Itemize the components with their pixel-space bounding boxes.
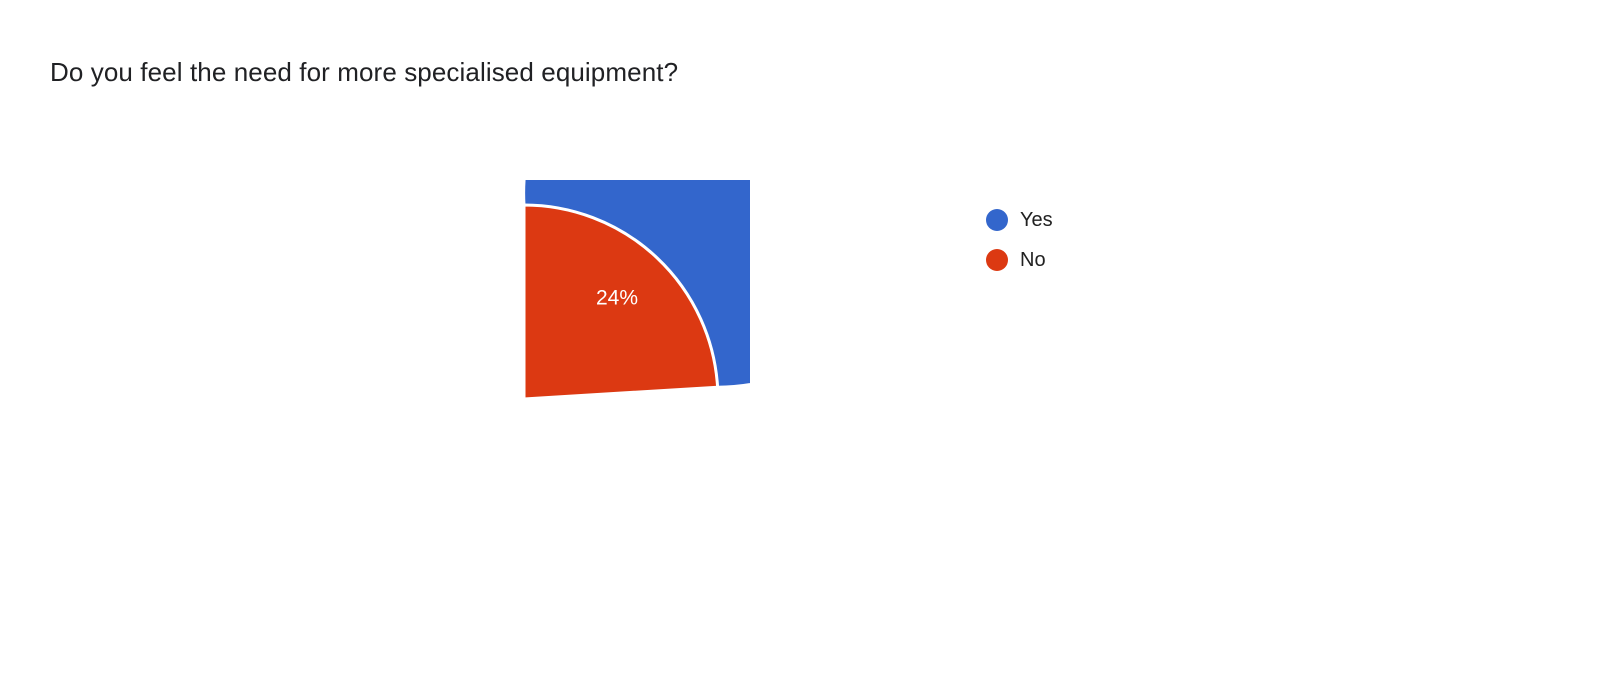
- circle-swatch-icon: [986, 209, 1008, 231]
- legend-item-no[interactable]: No: [986, 240, 1206, 280]
- legend-item-yes-label: Yes: [1020, 209, 1053, 231]
- legend-item-yes[interactable]: Yes: [986, 200, 1206, 240]
- pie-slice-no-label: 24%: [596, 287, 638, 310]
- chart-title: Do you feel the need for more specialise…: [50, 57, 679, 87]
- pie-slice-yes-label: 76%: [393, 478, 435, 501]
- pie-slice-no[interactable]: [522, 203, 720, 401]
- pie-svg: 24% 76%: [393, 180, 750, 501]
- circle-swatch-icon: [986, 249, 1008, 271]
- chart-legend: Yes No: [986, 200, 1206, 280]
- legend-item-no-label: No: [1020, 249, 1046, 271]
